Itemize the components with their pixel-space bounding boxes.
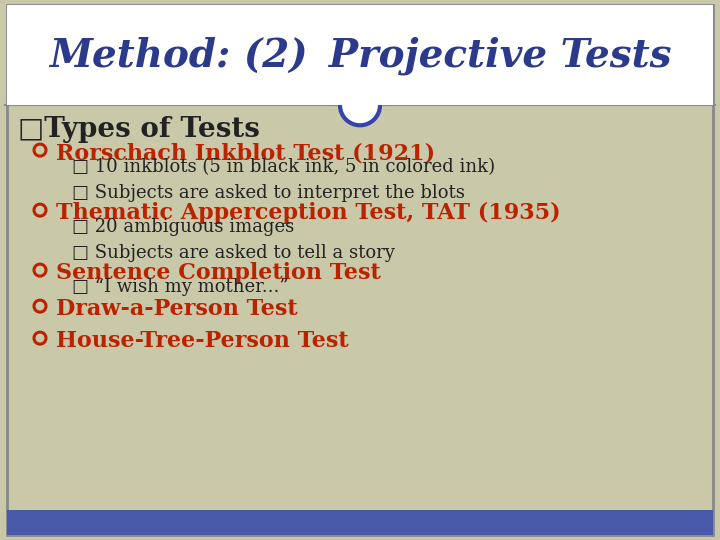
Text: Method: (2)  Projective Tests: Method: (2) Projective Tests <box>49 36 671 75</box>
Circle shape <box>340 85 380 125</box>
Text: House-Tree-Person Test: House-Tree-Person Test <box>56 330 348 352</box>
Text: Rorschach Inkblot Test (1921): Rorschach Inkblot Test (1921) <box>56 142 435 164</box>
Text: □ 10 inkblots (5 in black ink, 5 in colored ink): □ 10 inkblots (5 in black ink, 5 in colo… <box>72 158 495 176</box>
Text: Draw-a-Person Test: Draw-a-Person Test <box>56 298 297 320</box>
Text: Method:: Method: <box>115 37 290 74</box>
Text: (2)  Projective Tests: (2) Projective Tests <box>252 37 665 74</box>
Text: □ 20 ambiguous images: □ 20 ambiguous images <box>72 218 294 236</box>
Text: □ Subjects are asked to interpret the blots: □ Subjects are asked to interpret the bl… <box>72 184 465 202</box>
Text: □ Subjects are asked to tell a story: □ Subjects are asked to tell a story <box>72 244 395 262</box>
Text: Thematic Apperception Test, TAT (1935): Thematic Apperception Test, TAT (1935) <box>56 202 561 224</box>
Text: □Types of Tests: □Types of Tests <box>18 116 260 143</box>
Text: □ “I wish my mother...”: □ “I wish my mother...” <box>72 278 289 296</box>
Text: Sentence Completion Test: Sentence Completion Test <box>56 262 381 284</box>
